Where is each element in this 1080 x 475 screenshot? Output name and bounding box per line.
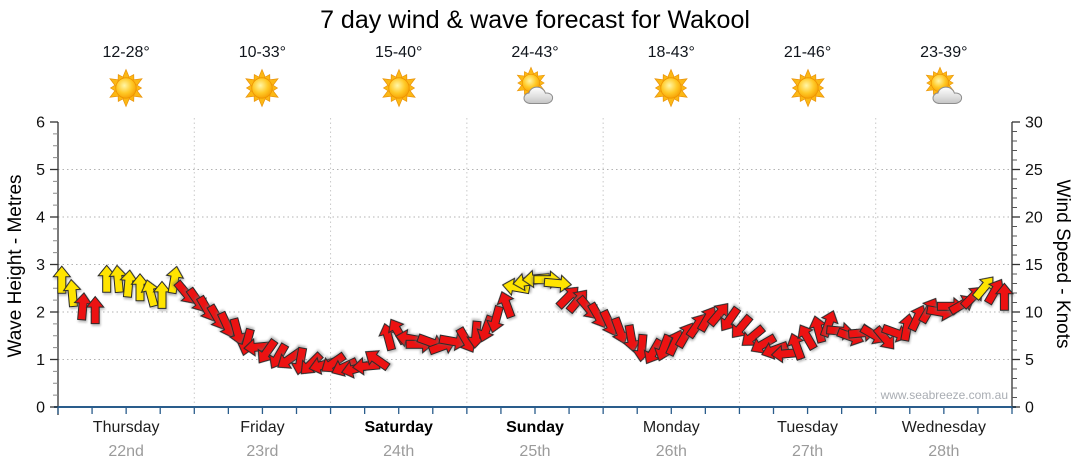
day-temperature: 12-28° (102, 44, 150, 61)
day-temperature: 10-33° (238, 44, 287, 61)
day-temperature: 21-46° (783, 44, 832, 61)
right-axis-tick: 30 (1025, 115, 1043, 132)
day-temperature: 18-43° (647, 44, 695, 61)
sun-icon (237, 66, 287, 110)
wind-arrow (797, 324, 818, 352)
watermark: www.seabreeze.com.au (880, 388, 1008, 402)
right-axis-tick: 0 (1025, 400, 1034, 417)
wind-arrow (501, 277, 531, 297)
day-name: Friday (240, 419, 285, 436)
sun-cloud-icon (919, 66, 969, 110)
wind-arrow (819, 309, 839, 339)
day-date: 26th (655, 443, 687, 460)
wind-arrow (438, 332, 468, 352)
day-temperature: 15-40° (375, 44, 423, 61)
right-axis-tick: 20 (1025, 210, 1043, 227)
left-axis-tick: 6 (36, 115, 45, 132)
wind-arrow (496, 290, 516, 320)
wind-arrow (331, 357, 359, 377)
chart-title: 7 day wind & wave forecast for Wakool (320, 6, 750, 34)
day-date: 23rd (246, 443, 279, 460)
day-date: 24th (383, 443, 415, 460)
sun-icon (646, 66, 696, 110)
day-name: Sunday (506, 419, 564, 436)
day-temperature: 24-43° (511, 44, 559, 61)
left-axis-tick: 2 (36, 305, 45, 322)
left-axis-tick: 1 (36, 352, 45, 369)
wind-arrow (543, 274, 573, 294)
wind-arrow (97, 264, 117, 293)
right-axis-tick: 25 (1025, 162, 1043, 179)
left-axis-tick: 0 (36, 400, 45, 417)
sun-icon (101, 66, 151, 110)
wind-arrow (364, 350, 391, 372)
left-axis-tick: 5 (36, 162, 45, 179)
day-name: Wednesday (901, 419, 986, 436)
wind-arrow (165, 265, 185, 295)
right-axis-tick: 10 (1025, 305, 1043, 322)
left-axis-tick: 3 (36, 257, 45, 274)
wind-arrow (786, 332, 806, 361)
wind-arrow (994, 282, 1014, 311)
wind-arrow (300, 351, 324, 375)
day-name: Tuesday (777, 419, 838, 436)
day-name: Saturday (364, 419, 433, 436)
wind-arrow (52, 265, 72, 294)
right-axis-tick: 5 (1025, 352, 1034, 369)
sun-icon (783, 66, 833, 110)
wind-arrow (85, 295, 105, 325)
day-name: Thursday (92, 419, 160, 436)
left-axis-tick: 4 (36, 210, 45, 227)
sun-icon (374, 66, 424, 110)
day-name: Monday (642, 419, 700, 436)
day-date: 28th (928, 443, 960, 460)
wind-arrow (486, 304, 505, 334)
wind-arrow (62, 278, 82, 308)
day-date: 27th (791, 443, 824, 460)
day-date: 22nd (108, 443, 144, 460)
day-date: 25th (519, 443, 551, 460)
day-temperature: 23-39° (920, 44, 968, 61)
right-axis-tick: 15 (1025, 257, 1043, 274)
axes (50, 121, 1020, 415)
wind-arrows (52, 264, 1014, 379)
axis-tick-labels: 0 1 2 3 4 5 6 0 5 10 15 20 25 30 (36, 115, 1043, 417)
sun-cloud-icon (510, 66, 560, 110)
gridlines (58, 118, 1012, 407)
